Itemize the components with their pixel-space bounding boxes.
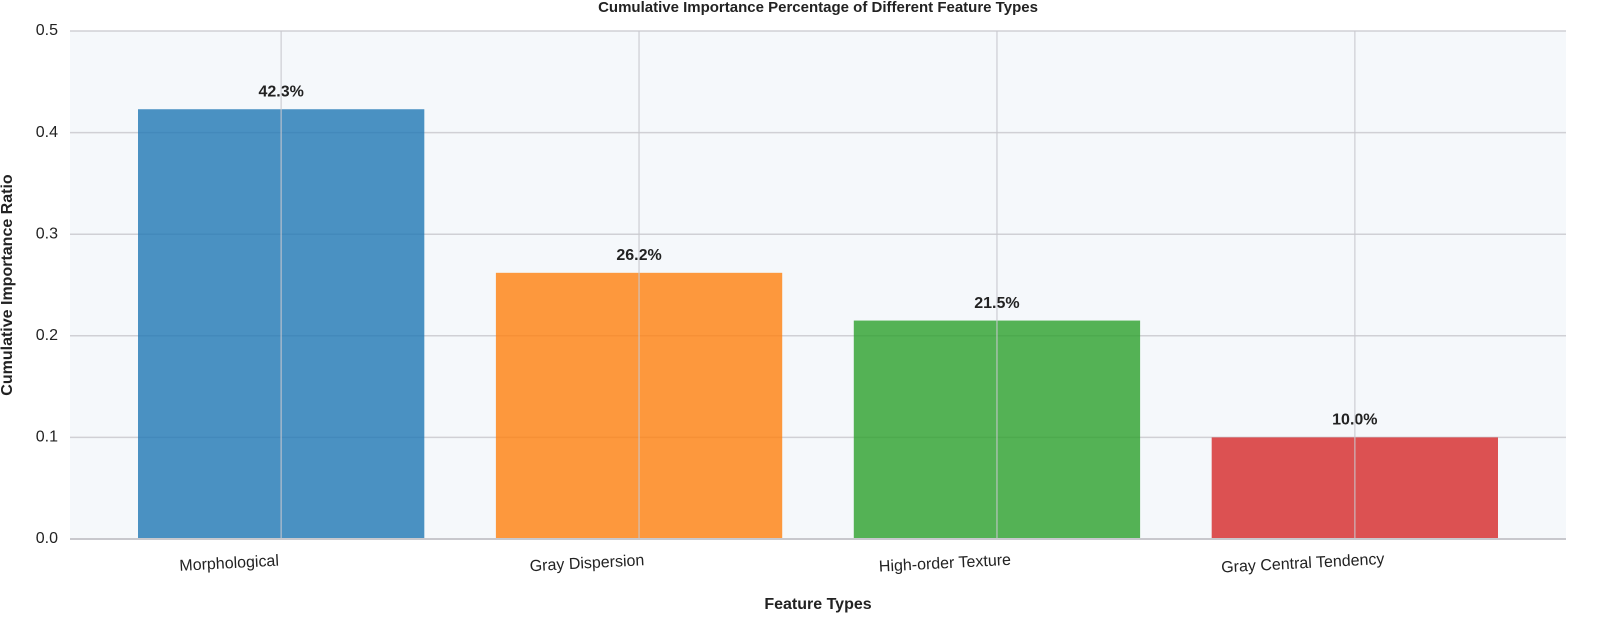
- y-tick-label: 0.1: [36, 429, 58, 446]
- y-tick-label: 0.4: [36, 124, 58, 141]
- y-tick-label: 0.0: [36, 530, 58, 547]
- y-tick-label: 0.5: [36, 22, 58, 39]
- x-tick-label: High-order Texture: [878, 552, 1011, 576]
- chart-title: Cumulative Importance Percentage of Diff…: [598, 0, 1038, 16]
- y-tick-label: 0.3: [36, 225, 58, 242]
- y-tick-label: 0.2: [36, 327, 58, 344]
- x-tick-label: Gray Central Tendency: [1221, 551, 1385, 577]
- y-axis-title: Cumulative Importance Ratio: [0, 174, 16, 396]
- x-tick-label: Gray Dispersion: [529, 552, 644, 575]
- x-tick-label: Morphological: [179, 553, 279, 575]
- x-axis-title: Feature Types: [764, 596, 871, 613]
